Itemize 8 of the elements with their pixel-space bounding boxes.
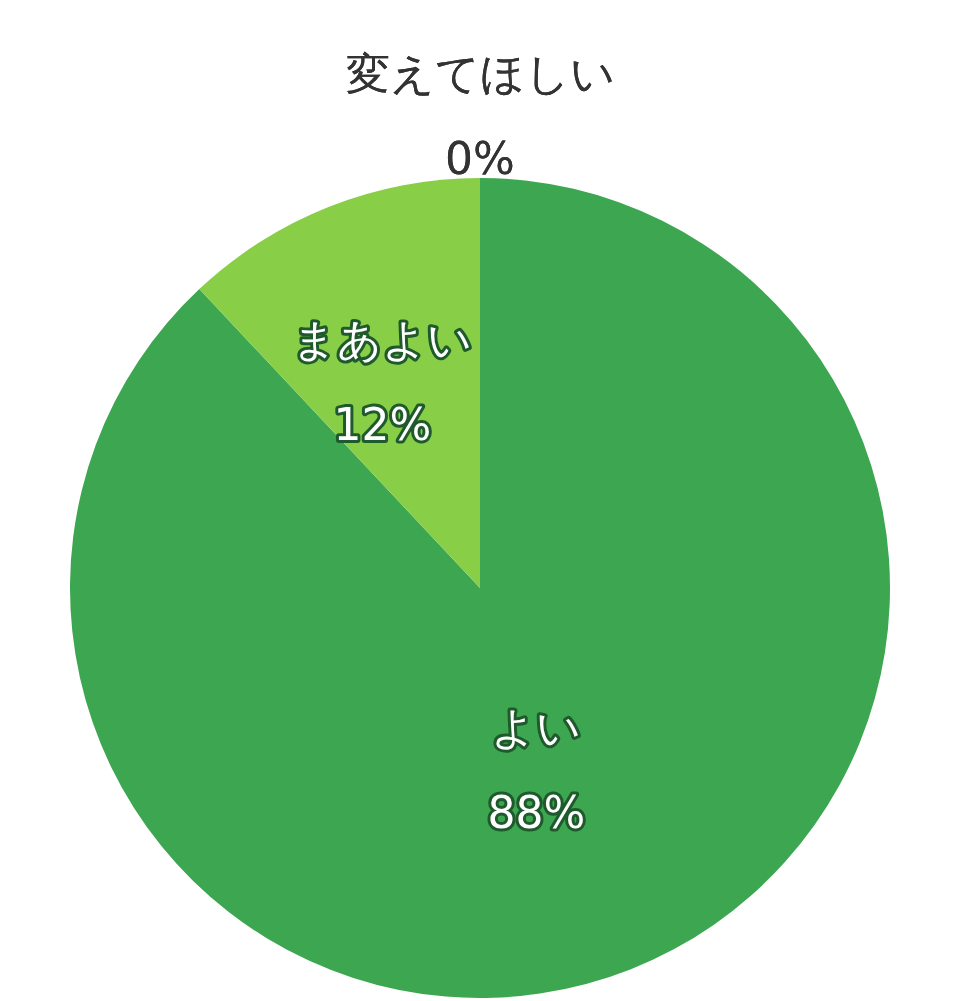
data-label: 12% <box>333 398 432 450</box>
category-label: 変えてほしい <box>345 48 615 99</box>
data-label: 88% <box>487 787 586 839</box>
pie-slice <box>70 178 890 998</box>
pie-slice <box>199 178 480 588</box>
text: 0% <box>445 133 515 184</box>
slice-label: まあよい <box>292 313 473 365</box>
slice-label: よい <box>491 702 582 754</box>
